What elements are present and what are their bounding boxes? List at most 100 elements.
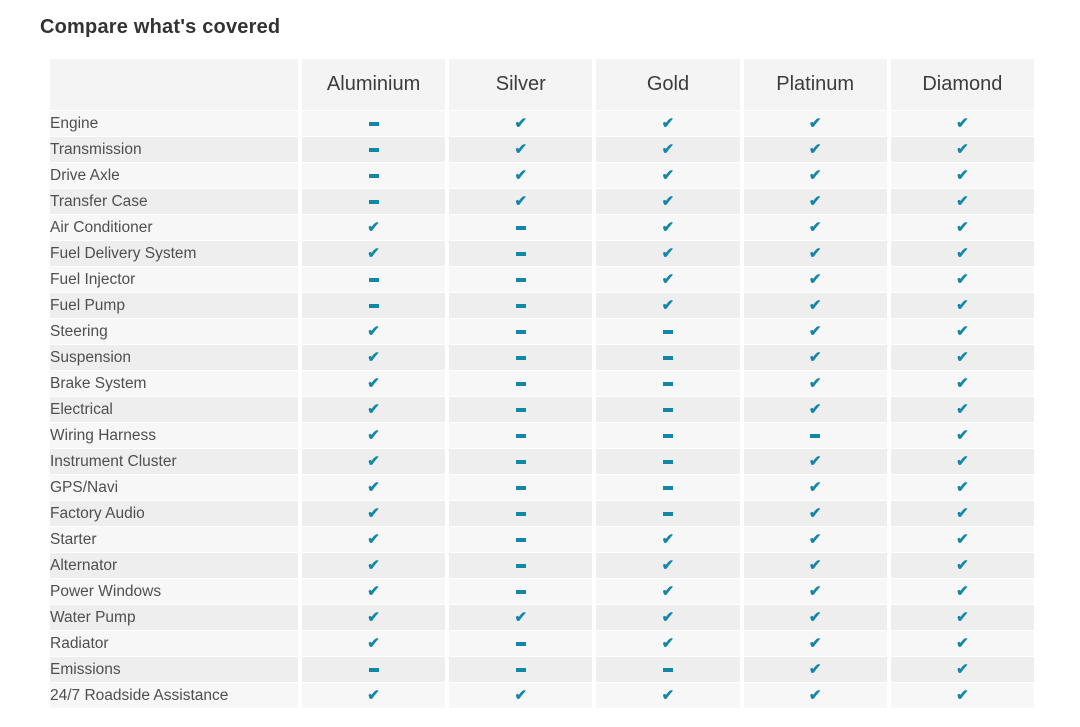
coverage-cell: ✔ xyxy=(596,579,740,604)
coverage-cell xyxy=(596,319,740,344)
check-icon: ✔ xyxy=(956,582,969,600)
coverage-cell: ✔ xyxy=(743,527,887,552)
row-label: Instrument Cluster xyxy=(50,449,298,474)
dash-icon xyxy=(515,538,526,543)
check-icon: ✔ xyxy=(956,114,969,132)
table-row: Wiring Harness ✔ ✔ xyxy=(50,423,1034,448)
coverage-cell xyxy=(449,475,593,500)
coverage-cell: ✔ xyxy=(302,319,446,344)
check-icon: ✔ xyxy=(808,374,822,392)
coverage-cell xyxy=(302,293,446,318)
coverage-cell: ✔ xyxy=(596,605,740,630)
dash-icon xyxy=(662,486,673,491)
coverage-cell xyxy=(743,423,887,448)
coverage-cell: ✔ xyxy=(743,475,887,500)
dash-icon xyxy=(662,512,673,517)
coverage-cell: ✔ xyxy=(743,345,887,370)
check-icon: ✔ xyxy=(367,322,380,340)
table-row: Power Windows ✔ ✔ ✔ ✔ xyxy=(50,579,1034,604)
check-icon: ✔ xyxy=(808,686,822,704)
coverage-cell: ✔ xyxy=(743,111,887,136)
table-row: Alternator ✔ ✔ ✔ ✔ xyxy=(50,553,1034,578)
check-icon: ✔ xyxy=(661,192,675,210)
check-icon: ✔ xyxy=(808,504,822,522)
column-header-silver: Silver xyxy=(449,59,593,110)
check-icon: ✔ xyxy=(808,140,822,158)
table-row: Fuel Delivery System ✔ ✔ ✔ ✔ xyxy=(50,241,1034,266)
check-icon: ✔ xyxy=(956,452,969,470)
check-icon: ✔ xyxy=(661,114,675,132)
row-label: Wiring Harness xyxy=(50,423,298,448)
check-icon: ✔ xyxy=(514,192,528,210)
check-icon: ✔ xyxy=(808,400,822,418)
check-icon: ✔ xyxy=(956,660,969,678)
coverage-cell: ✔ xyxy=(890,449,1034,474)
coverage-cell xyxy=(449,241,593,266)
dash-icon xyxy=(515,356,526,361)
row-label: Starter xyxy=(50,527,298,552)
row-label: Alternator xyxy=(50,553,298,578)
coverage-cell xyxy=(596,397,740,422)
coverage-cell xyxy=(596,501,740,526)
check-icon: ✔ xyxy=(367,426,380,444)
check-icon: ✔ xyxy=(808,166,822,184)
coverage-cell xyxy=(596,657,740,682)
coverage-cell: ✔ xyxy=(890,683,1034,708)
row-label: Brake System xyxy=(50,371,298,396)
table-header: Aluminium Silver Gold Platinum Diamond xyxy=(50,59,1034,110)
coverage-cell xyxy=(449,371,593,396)
coverage-cell: ✔ xyxy=(890,189,1034,214)
check-icon: ✔ xyxy=(956,296,969,314)
check-icon: ✔ xyxy=(956,166,969,184)
coverage-cell xyxy=(449,449,593,474)
coverage-comparison-table: Aluminium Silver Gold Platinum Diamond Engin… xyxy=(46,58,1038,709)
coverage-cell: ✔ xyxy=(302,371,446,396)
coverage-cell: ✔ xyxy=(302,631,446,656)
row-label: Steering xyxy=(50,319,298,344)
table-row: Factory Audio ✔ ✔ ✔ xyxy=(50,501,1034,526)
coverage-cell: ✔ xyxy=(302,397,446,422)
check-icon: ✔ xyxy=(956,348,969,366)
coverage-cell xyxy=(449,657,593,682)
coverage-cell: ✔ xyxy=(890,423,1034,448)
row-label: Water Pump xyxy=(50,605,298,630)
coverage-cell xyxy=(302,189,446,214)
coverage-cell xyxy=(449,631,593,656)
coverage-cell xyxy=(449,579,593,604)
dash-icon xyxy=(662,382,673,387)
dash-icon xyxy=(662,408,673,413)
coverage-cell: ✔ xyxy=(596,241,740,266)
dash-icon xyxy=(368,148,379,153)
coverage-cell xyxy=(302,111,446,136)
check-icon: ✔ xyxy=(367,348,380,366)
check-icon: ✔ xyxy=(808,114,822,132)
coverage-cell: ✔ xyxy=(596,631,740,656)
table-row: 24/7 Roadside Assistance ✔ ✔ ✔ ✔ ✔ xyxy=(50,683,1034,708)
coverage-cell: ✔ xyxy=(596,215,740,240)
coverage-cell: ✔ xyxy=(743,163,887,188)
check-icon: ✔ xyxy=(808,218,822,236)
check-icon: ✔ xyxy=(956,530,969,548)
coverage-cell: ✔ xyxy=(743,371,887,396)
coverage-cell: ✔ xyxy=(743,215,887,240)
coverage-cell: ✔ xyxy=(743,293,887,318)
coverage-cell: ✔ xyxy=(302,501,446,526)
coverage-cell: ✔ xyxy=(302,241,446,266)
check-icon: ✔ xyxy=(661,582,675,600)
check-icon: ✔ xyxy=(956,270,969,288)
coverage-cell: ✔ xyxy=(596,553,740,578)
coverage-cell: ✔ xyxy=(890,111,1034,136)
check-icon: ✔ xyxy=(956,478,969,496)
check-icon: ✔ xyxy=(367,244,380,262)
compare-coverage-page: Compare what's covered Aluminium Silver Go… xyxy=(40,16,1038,709)
check-icon: ✔ xyxy=(514,166,528,184)
check-icon: ✔ xyxy=(956,400,969,418)
check-icon: ✔ xyxy=(661,140,675,158)
table-row: Transmission ✔ ✔ ✔ ✔ xyxy=(50,137,1034,162)
dash-icon xyxy=(515,278,526,283)
dash-icon xyxy=(662,668,673,673)
check-icon: ✔ xyxy=(956,192,969,210)
dash-icon xyxy=(515,382,526,387)
coverage-cell xyxy=(449,345,593,370)
coverage-cell: ✔ xyxy=(596,683,740,708)
